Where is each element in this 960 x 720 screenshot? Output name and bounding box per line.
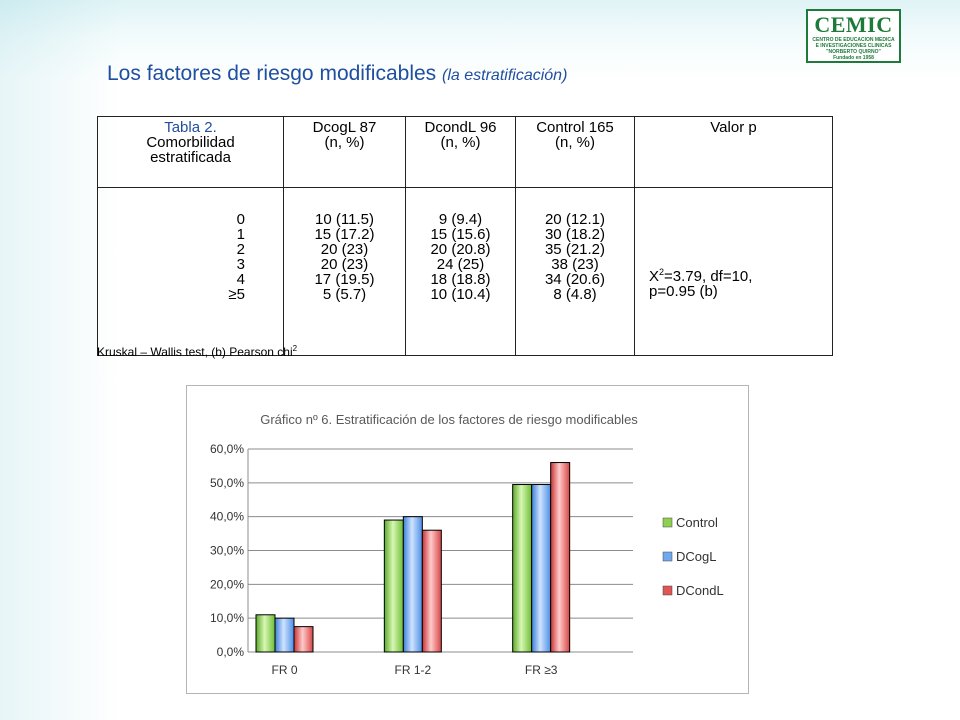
y-tick-label: 20,0% bbox=[210, 577, 244, 591]
y-tick-label: 30,0% bbox=[210, 544, 244, 558]
table-cell: 24 (25) bbox=[436, 256, 485, 273]
bar bbox=[293, 626, 314, 653]
title-subtitle: (la estratificación) bbox=[442, 67, 568, 84]
header-control-unit: (n, %) bbox=[554, 134, 595, 151]
pvalue-chi: X bbox=[649, 268, 660, 285]
table-cell: 10 (11.5) bbox=[315, 211, 374, 228]
header-comorbidity: Comorbilidad bbox=[146, 134, 235, 151]
logo-name: CEMIC bbox=[814, 12, 893, 37]
legend-label: DCondL bbox=[676, 583, 724, 598]
x-tick-label: FR 1-2 bbox=[394, 663, 431, 677]
header-dcondl: DcondL 96 bbox=[424, 119, 497, 136]
table-cell: 1 bbox=[236, 226, 245, 243]
footnote-text: Kruskal – Wallis test, (b) Pearson chi bbox=[97, 345, 293, 359]
bar bbox=[512, 484, 533, 653]
table-cell: 38 (23) bbox=[551, 256, 599, 273]
pvalue-stat: X2=3.79, df=10, bbox=[649, 265, 828, 284]
y-tick-label: 50,0% bbox=[210, 476, 244, 490]
table-cell: 8 (4.8) bbox=[553, 286, 597, 303]
table-cell: 18 (18.8) bbox=[430, 271, 491, 288]
logo-line-4: Fundado en 1958 bbox=[833, 55, 874, 61]
logo-line-2: E INVESTIGACIONES CLINICAS bbox=[815, 43, 892, 49]
table-cell: 20 (20.8) bbox=[430, 241, 491, 258]
table-cell: 34 (20.6) bbox=[544, 271, 606, 288]
y-tick-label: 10,0% bbox=[210, 611, 244, 625]
slide-title: Los factores de riesgo modificables (la … bbox=[107, 62, 567, 86]
col-control-values: 20 (12.1) 30 (18.2) 35 (21.2) 38 (23) 34… bbox=[515, 187, 635, 356]
legend-label: DCogL bbox=[676, 549, 716, 564]
bar bbox=[421, 529, 442, 653]
table-cell: 20 (12.1) bbox=[544, 211, 606, 228]
table-cell: 15 (17.2) bbox=[314, 226, 375, 243]
col-dcondl-values: 9 (9.4) 15 (15.6) 20 (20.8) 24 (25) 18 (… bbox=[405, 187, 516, 356]
table-cell: 35 (21.2) bbox=[544, 241, 606, 258]
table-cell: 0 bbox=[236, 211, 245, 228]
title-main: Los factores de riesgo modificables bbox=[107, 62, 437, 85]
header-stratified: estratificada bbox=[150, 149, 231, 166]
header-cell-dcondl: DcondL 96 (n, %) bbox=[405, 116, 516, 188]
bar bbox=[402, 516, 423, 653]
logo-line-3: "NORBERTO QUIRNO" bbox=[826, 49, 881, 55]
table-header-row: Tabla 2. Comorbilidad estratificada Dcog… bbox=[97, 116, 833, 188]
header-control: Control 165 bbox=[536, 119, 614, 136]
comorbidity-table: Tabla 2. Comorbilidad estratificada Dcog… bbox=[97, 116, 833, 356]
legend-swatch bbox=[662, 517, 673, 528]
table-cell: 3 bbox=[236, 256, 245, 273]
legend-label: Control bbox=[676, 515, 718, 530]
chart-svg: Gráfico nº 6. Estratificación de los fac… bbox=[210, 412, 724, 677]
pvalue-rest: =3.79, df=10, bbox=[664, 268, 753, 285]
header-dcondl-unit: (n, %) bbox=[440, 134, 481, 151]
y-tick-label: 0,0% bbox=[217, 645, 245, 659]
table-cell: 30 (18.2) bbox=[544, 226, 606, 243]
table-cell: 4 bbox=[236, 271, 245, 288]
pvalue-p: p=0.95 (b) bbox=[649, 283, 718, 300]
header-cell-control: Control 165 (n, %) bbox=[515, 116, 635, 188]
bar bbox=[274, 617, 295, 653]
table-cell: 20 (23) bbox=[320, 256, 369, 273]
bar bbox=[531, 484, 552, 653]
header-dcogl-unit: (n, %) bbox=[324, 134, 365, 151]
bar bbox=[255, 614, 276, 653]
header-dcogl: DcogL 87 bbox=[312, 119, 377, 136]
table-cell: 15 (15.6) bbox=[430, 226, 491, 243]
y-tick-label: 60,0% bbox=[210, 442, 244, 456]
bar-chart: Gráfico nº 6. Estratificación de los fac… bbox=[186, 385, 749, 694]
x-tick-label: FR ≥3 bbox=[525, 663, 558, 677]
x-tick-label: FR 0 bbox=[271, 663, 297, 677]
y-tick-label: 40,0% bbox=[210, 510, 244, 524]
col-dcogl-values: 10 (11.5) 15 (17.2) 20 (23) 20 (23) 17 (… bbox=[283, 187, 406, 356]
header-table-label: Tabla 2. bbox=[164, 119, 217, 136]
pvalue-cell: X2=3.79, df=10, p=0.95 (b) bbox=[634, 187, 833, 356]
table-cell: 10 (10.4) bbox=[430, 286, 491, 303]
background-band bbox=[0, 0, 120, 720]
header-cell-dcogl: DcogL 87 (n, %) bbox=[283, 116, 406, 188]
cemic-logo: CEMIC CENTRO DE EDUCACION MEDICA E INVES… bbox=[806, 9, 901, 63]
table-cell: 5 (5.7) bbox=[322, 286, 367, 303]
table-footnote: Kruskal – Wallis test, (b) Pearson chi2 bbox=[97, 344, 297, 359]
table-cell: ≥5 bbox=[228, 286, 245, 303]
table-cell: 20 (23) bbox=[320, 241, 369, 258]
col-comorbidity-values: 0 1 2 3 4 ≥5 bbox=[97, 187, 284, 356]
legend-swatch bbox=[662, 551, 673, 562]
table-body-row: 0 1 2 3 4 ≥5 10 (11.5) 15 (17.2) 20 (23)… bbox=[97, 187, 833, 356]
logo-line-1: CENTRO DE EDUCACION MEDICA bbox=[812, 37, 895, 43]
header-cell-comorbidity: Tabla 2. Comorbilidad estratificada bbox=[97, 116, 284, 188]
footnote-sup: 2 bbox=[292, 344, 298, 353]
header-cell-pvalue: Valor p bbox=[634, 116, 833, 188]
bar bbox=[550, 462, 571, 653]
table-cell: 2 bbox=[236, 241, 245, 258]
legend-swatch bbox=[662, 585, 673, 596]
table-cell: 17 (19.5) bbox=[314, 271, 375, 288]
pvalue-sup: 2 bbox=[659, 267, 665, 277]
bar bbox=[383, 519, 404, 653]
chart-title: Gráfico nº 6. Estratificación de los fac… bbox=[260, 412, 638, 427]
table-cell: 9 (9.4) bbox=[438, 211, 483, 228]
